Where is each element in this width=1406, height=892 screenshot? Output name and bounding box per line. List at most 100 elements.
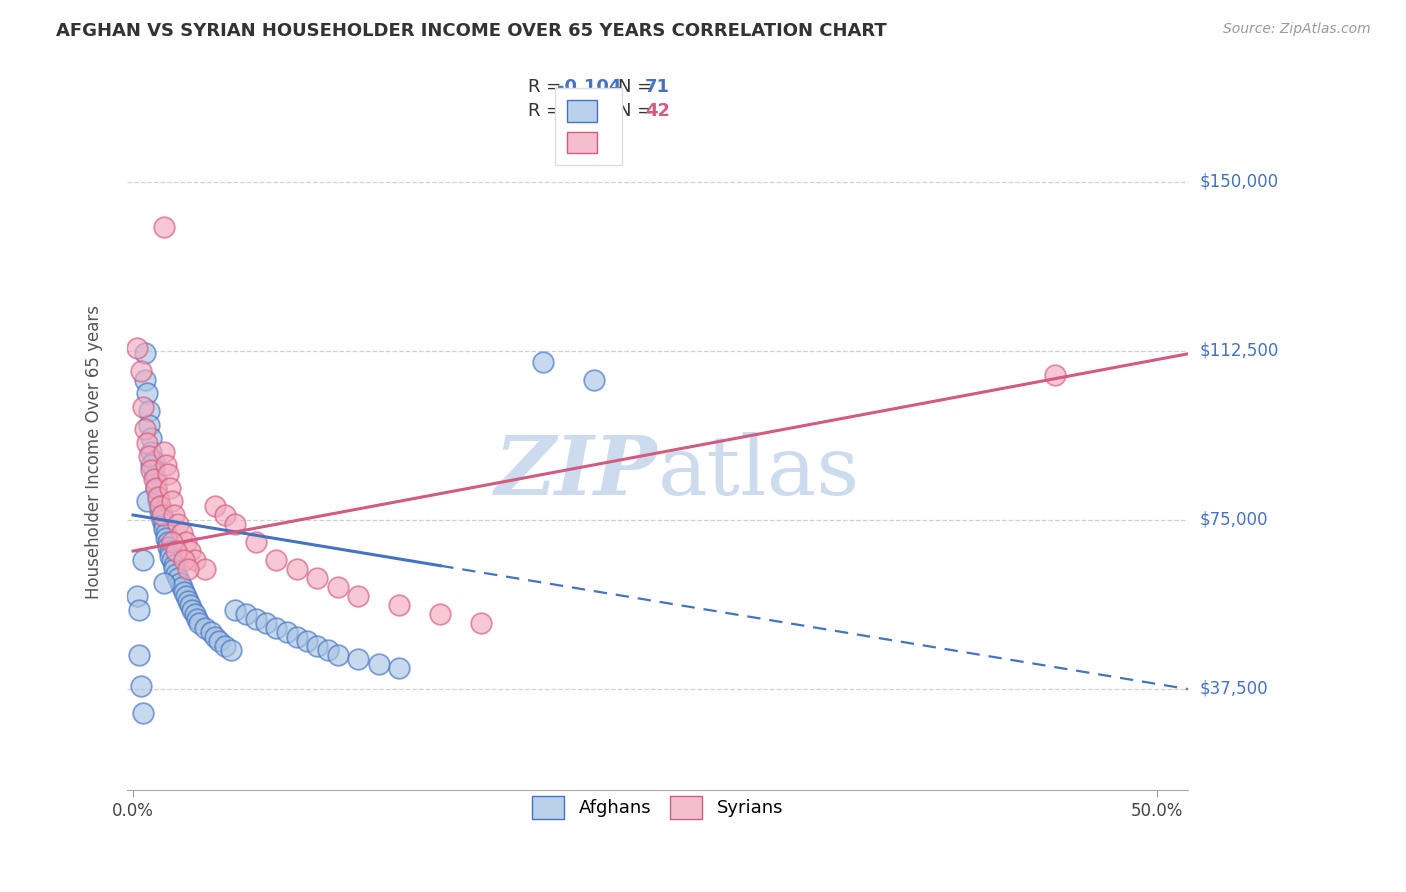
Point bbox=[149, 499, 172, 513]
Point bbox=[152, 522, 174, 536]
Point bbox=[235, 607, 257, 622]
Point bbox=[160, 535, 183, 549]
Text: Source: ZipAtlas.com: Source: ZipAtlas.com bbox=[1223, 22, 1371, 37]
Point bbox=[307, 639, 329, 653]
Point bbox=[194, 621, 217, 635]
Text: N =: N = bbox=[619, 102, 658, 120]
Point bbox=[295, 634, 318, 648]
Point bbox=[224, 516, 246, 531]
Text: $37,500: $37,500 bbox=[1199, 680, 1268, 698]
Point bbox=[176, 589, 198, 603]
Point bbox=[149, 503, 172, 517]
Point bbox=[347, 652, 370, 666]
Point bbox=[204, 630, 226, 644]
Point bbox=[149, 499, 172, 513]
Point bbox=[152, 575, 174, 590]
Point bbox=[127, 589, 149, 603]
Point bbox=[163, 508, 186, 522]
Text: R =: R = bbox=[529, 78, 567, 95]
Point bbox=[285, 630, 308, 644]
Point bbox=[145, 481, 167, 495]
Point bbox=[186, 612, 208, 626]
Point bbox=[159, 549, 181, 563]
Point bbox=[326, 580, 349, 594]
Point bbox=[200, 625, 222, 640]
Point bbox=[276, 625, 298, 640]
Point bbox=[152, 219, 174, 234]
Point bbox=[179, 544, 201, 558]
Point bbox=[138, 404, 160, 418]
Point bbox=[141, 445, 163, 459]
Text: R =: R = bbox=[529, 102, 567, 120]
Point bbox=[136, 494, 159, 508]
Text: $75,000: $75,000 bbox=[1199, 510, 1268, 529]
Point bbox=[163, 558, 186, 572]
Point bbox=[388, 661, 411, 675]
Point bbox=[132, 400, 155, 414]
Point bbox=[326, 648, 349, 662]
Point bbox=[204, 499, 226, 513]
Point bbox=[173, 553, 195, 567]
Point bbox=[141, 463, 163, 477]
Point bbox=[177, 593, 200, 607]
Text: 0.180: 0.180 bbox=[557, 102, 613, 120]
Text: N =: N = bbox=[619, 78, 658, 95]
Point bbox=[221, 643, 243, 657]
Point bbox=[307, 571, 329, 585]
Point bbox=[134, 345, 156, 359]
Point bbox=[208, 634, 231, 648]
Text: $150,000: $150,000 bbox=[1199, 172, 1278, 191]
Point bbox=[141, 431, 163, 445]
Point bbox=[159, 481, 181, 495]
Point bbox=[146, 490, 169, 504]
Point bbox=[129, 679, 152, 693]
Point bbox=[136, 436, 159, 450]
Point bbox=[181, 602, 204, 616]
Point bbox=[155, 458, 177, 473]
Text: $112,500: $112,500 bbox=[1199, 342, 1278, 359]
Point bbox=[183, 607, 205, 622]
Point bbox=[155, 531, 177, 545]
Point bbox=[224, 602, 246, 616]
Legend: Afghans, Syrians: Afghans, Syrians bbox=[519, 783, 796, 831]
Point bbox=[156, 467, 179, 482]
Point bbox=[167, 516, 190, 531]
Point bbox=[266, 553, 288, 567]
Text: 42: 42 bbox=[645, 102, 669, 120]
Point bbox=[142, 454, 165, 468]
Point bbox=[194, 562, 217, 576]
Point bbox=[132, 553, 155, 567]
Point bbox=[150, 508, 173, 522]
Point bbox=[145, 472, 167, 486]
Point bbox=[136, 386, 159, 401]
Point bbox=[173, 584, 195, 599]
Text: ZIP: ZIP bbox=[495, 433, 658, 512]
Point bbox=[141, 458, 163, 473]
Point bbox=[1043, 368, 1066, 383]
Point bbox=[388, 598, 411, 612]
Point bbox=[160, 553, 183, 567]
Point bbox=[582, 373, 605, 387]
Point bbox=[165, 544, 187, 558]
Point bbox=[146, 494, 169, 508]
Point bbox=[156, 535, 179, 549]
Point bbox=[159, 544, 181, 558]
Point bbox=[285, 562, 308, 576]
Text: atlas: atlas bbox=[658, 433, 859, 512]
Point bbox=[165, 566, 187, 581]
Point bbox=[347, 589, 370, 603]
Point bbox=[155, 526, 177, 541]
Point bbox=[254, 616, 277, 631]
Point bbox=[134, 373, 156, 387]
Point bbox=[316, 643, 339, 657]
Point bbox=[470, 616, 492, 631]
Point bbox=[150, 508, 173, 522]
Point bbox=[531, 355, 554, 369]
Point bbox=[127, 341, 149, 355]
Point bbox=[187, 616, 209, 631]
Point bbox=[142, 472, 165, 486]
Point bbox=[152, 445, 174, 459]
Point bbox=[214, 639, 236, 653]
Point bbox=[266, 621, 288, 635]
Point bbox=[245, 612, 267, 626]
